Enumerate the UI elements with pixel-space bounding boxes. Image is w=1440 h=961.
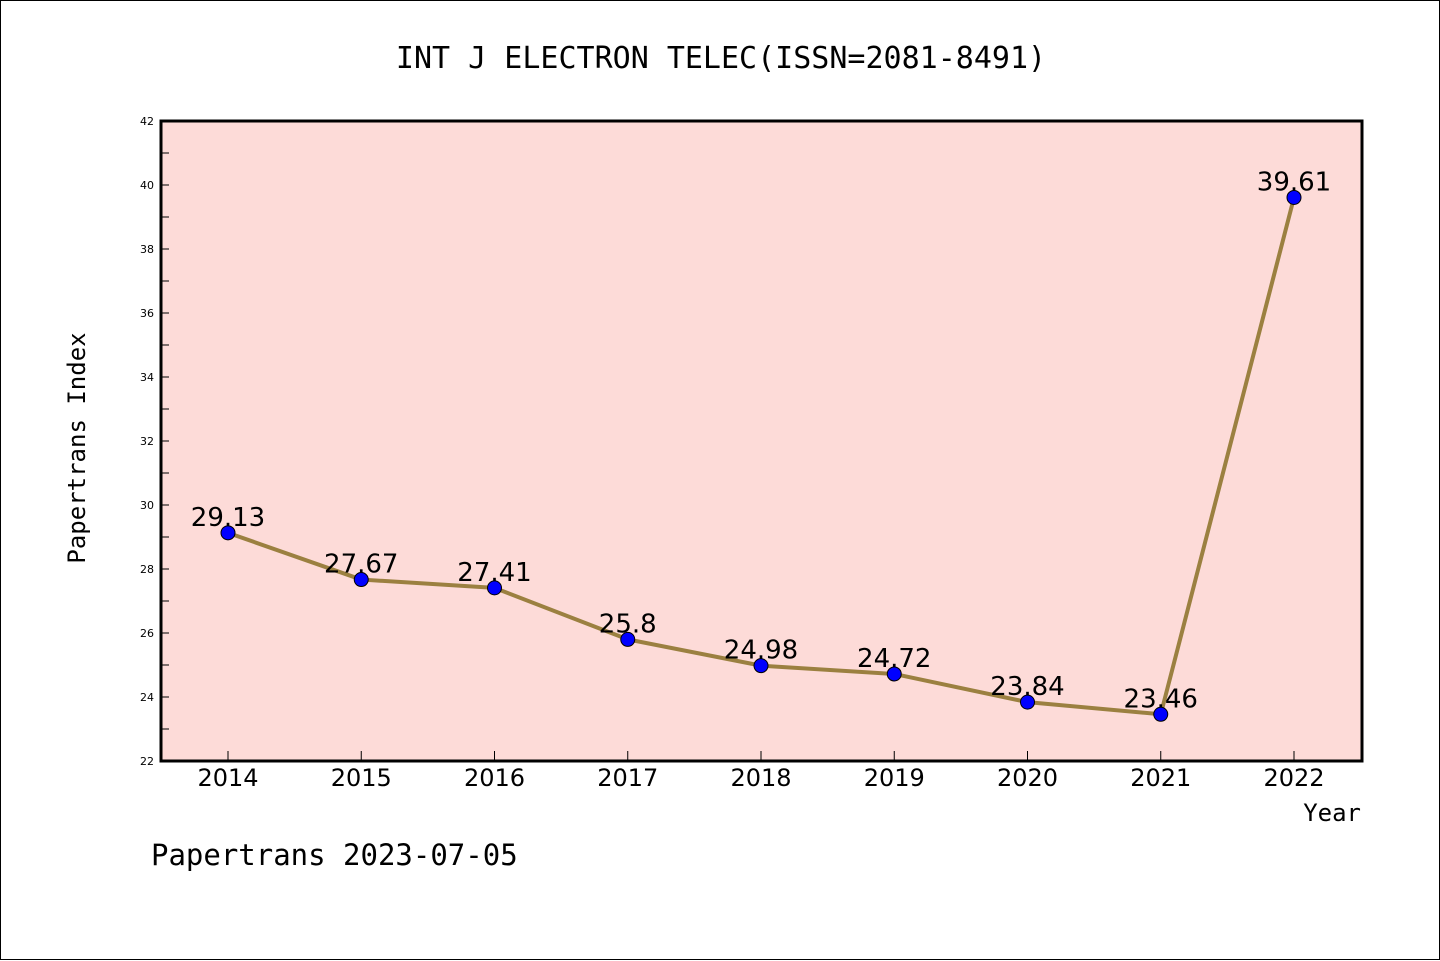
data-markers — [220, 189, 1302, 722]
data-point — [1153, 706, 1169, 722]
y-axis-ticks: 22 24 26 28 30 32 34 36 38 40 42 — [140, 115, 169, 768]
data-label: 23.46 — [1124, 684, 1198, 714]
x-tick-label: 2022 — [1263, 764, 1324, 792]
data-point — [753, 658, 769, 674]
footer-credit: Papertrans 2023-07-05 — [151, 838, 518, 872]
chart-title: INT J ELECTRON TELEC(ISSN=2081-8491) — [396, 41, 1046, 76]
y-tick-label: 38 — [140, 243, 154, 256]
data-label: 27.67 — [324, 550, 398, 580]
data-label: 24.98 — [724, 636, 798, 666]
y-tick-label: 40 — [140, 179, 154, 192]
data-point — [353, 572, 369, 588]
y-tick-label: 34 — [140, 371, 154, 384]
y-tick-label: 30 — [140, 499, 154, 512]
x-tick-label: 2018 — [730, 764, 791, 792]
y-tick-label: 32 — [140, 435, 154, 448]
data-point — [620, 631, 636, 647]
plot-area — [161, 121, 1362, 761]
plot-border — [159, 119, 1364, 763]
y-tick-label: 42 — [140, 115, 154, 128]
x-tick-label: 2021 — [1130, 764, 1191, 792]
x-tick-label: 2017 — [597, 764, 658, 792]
x-tick-label: 2014 — [197, 764, 258, 792]
y-tick-label: 26 — [140, 627, 154, 640]
y-tick-label: 24 — [140, 691, 154, 704]
data-point — [886, 666, 902, 682]
data-labels: 29.13 27.67 27.41 25.8 24.98 24.72 23.84 23.46 3… — [191, 167, 1331, 714]
data-label: 39.61 — [1257, 167, 1331, 197]
x-tick-label: 2019 — [864, 764, 925, 792]
data-label: 24.72 — [857, 644, 931, 674]
y-tick-label: 22 — [140, 755, 154, 768]
data-label: 29.13 — [191, 503, 265, 533]
x-axis-ticks: 2014 2015 2016 2017 2018 2019 2020 2021 2022 — [197, 751, 1325, 792]
y-tick-label: 28 — [140, 563, 154, 576]
data-label: 25.8 — [599, 609, 657, 639]
x-tick-label: 2020 — [997, 764, 1058, 792]
data-point — [220, 525, 236, 541]
x-tick-label: 2016 — [464, 764, 525, 792]
x-tick-label: 2015 — [331, 764, 392, 792]
data-point — [1286, 189, 1302, 205]
data-point — [487, 580, 502, 596]
y-tick-label: 36 — [140, 307, 154, 320]
data-point — [1020, 694, 1035, 710]
x-axis-label: Year — [1303, 799, 1361, 827]
data-label: 27.41 — [457, 558, 531, 588]
y-axis-label: Papertrans Index — [63, 332, 91, 563]
data-label: 23.84 — [990, 672, 1064, 702]
